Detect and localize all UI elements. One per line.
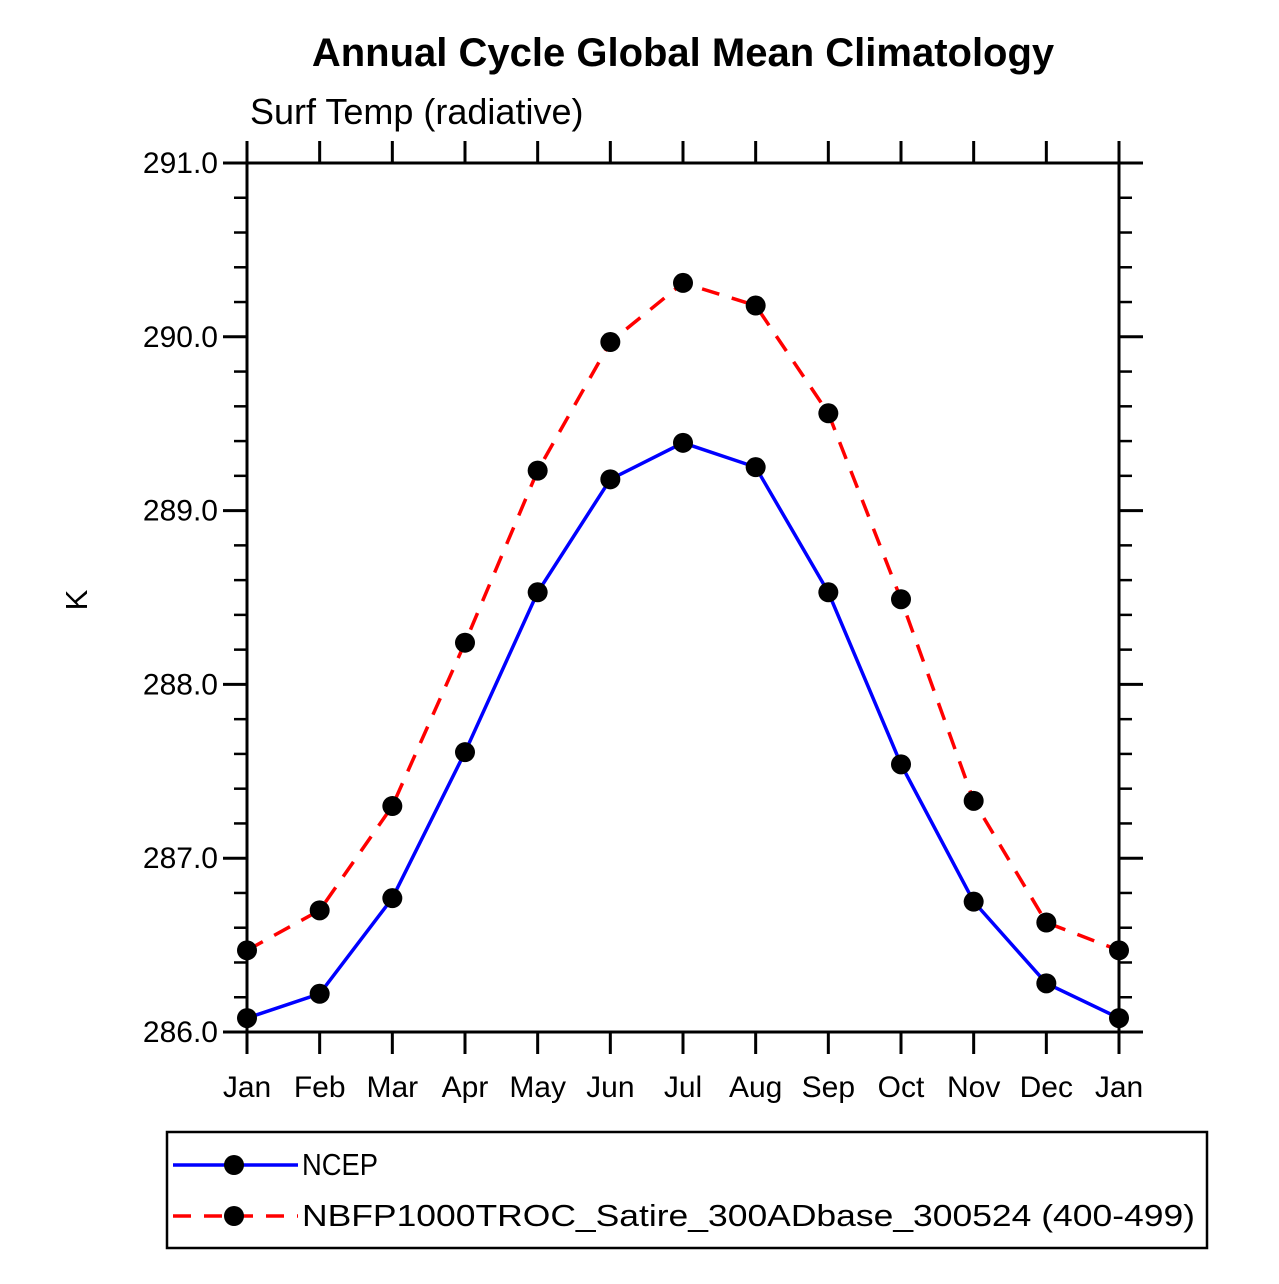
x-tick-label: Nov — [947, 1071, 1000, 1104]
data-point-dot — [818, 582, 839, 603]
x-tick-label: Jun — [586, 1071, 634, 1104]
chart-subtitle: Surf Temp (radiative) — [250, 91, 583, 132]
data-point-dot — [600, 332, 621, 353]
y-tick-label: 290.0 — [143, 321, 218, 354]
data-point-dot — [237, 940, 257, 961]
y-tick-label: 288.0 — [143, 668, 218, 701]
x-tick-label: Jan — [1095, 1071, 1143, 1104]
legend: NCEP NBFP1000TROC_Satire_300ADbase_30052… — [165, 1130, 1209, 1250]
legend-label-nbfp: NBFP1000TROC_Satire_300ADbase_300524 (40… — [302, 1198, 1195, 1233]
data-point-dot — [891, 754, 911, 775]
x-tick-label: Feb — [294, 1071, 346, 1104]
y-axis-title: K — [59, 589, 94, 610]
legend-line-samples — [165, 1130, 1209, 1250]
data-point-dot — [673, 272, 693, 293]
data-point-dot — [673, 432, 693, 453]
data-point-dot — [382, 888, 403, 909]
x-tick-label: Sep — [802, 1071, 855, 1104]
data-series — [237, 272, 1129, 1029]
data-point-dot — [963, 790, 984, 811]
y-tick-label: 291.0 — [143, 147, 218, 180]
data-point-dot — [455, 742, 475, 763]
legend-box — [165, 1130, 1209, 1250]
x-tick-label: Dec — [1020, 1071, 1073, 1104]
legend-label-ncep: NCEP — [302, 1147, 378, 1182]
data-point-dot — [527, 582, 548, 603]
series-line — [246, 280, 1120, 952]
x-tick-label: Jul — [664, 1071, 702, 1104]
data-point-dot — [237, 1008, 257, 1029]
data-point-dot — [745, 457, 766, 478]
y-tick-label: 287.0 — [143, 842, 218, 875]
x-tick-label: Oct — [878, 1071, 925, 1104]
legend-sample-dot — [224, 1206, 244, 1226]
legend-sample-dot — [224, 1155, 244, 1175]
x-tick-label: Apr — [442, 1071, 489, 1104]
y-tick-label: 286.0 — [143, 1016, 218, 1049]
y-tick-label: 289.0 — [143, 495, 218, 528]
x-tick-label: Jan — [223, 1071, 271, 1104]
series-nbfp — [237, 272, 1129, 961]
data-point-dot — [1036, 973, 1057, 994]
data-point-dot — [309, 983, 330, 1004]
plot-axes: 286.0 287.0 288.0 289.0 290.0 291.0 Jan Feb Mar A… — [143, 141, 1143, 1104]
data-point-dot — [1109, 1008, 1129, 1029]
series-line — [246, 440, 1120, 1020]
data-point-dot — [527, 460, 548, 481]
chart-title: Annual Cycle Global Mean Climatology — [312, 31, 1055, 75]
data-point-dot — [1036, 912, 1057, 933]
x-tick-label: Mar — [366, 1071, 418, 1104]
x-tick-label: Aug — [729, 1071, 782, 1104]
data-point-dot — [963, 891, 984, 912]
data-point-dot — [455, 632, 475, 653]
data-point-dot — [600, 469, 621, 490]
data-point-dot — [1109, 940, 1129, 961]
plot-frame — [245, 161, 1121, 1034]
data-point-dot — [382, 796, 403, 817]
data-point-dot — [745, 295, 766, 316]
data-point-dot — [891, 589, 911, 610]
data-point-dot — [818, 403, 839, 424]
series-ncep — [237, 432, 1129, 1029]
data-point-dot — [309, 900, 330, 921]
x-tick-label: May — [509, 1071, 566, 1104]
